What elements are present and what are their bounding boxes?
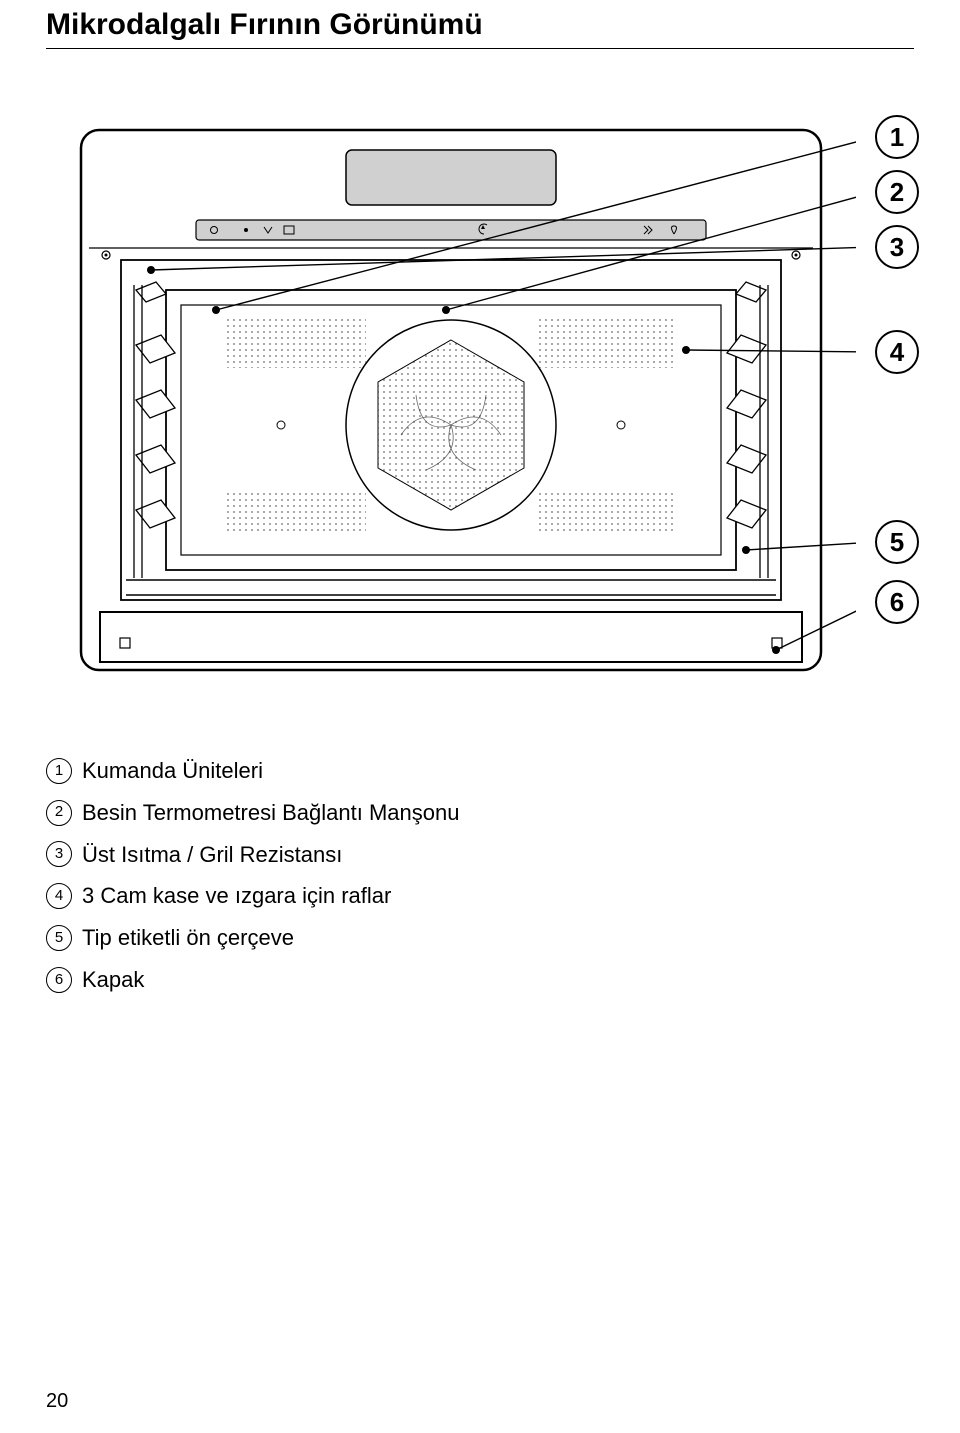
legend-text: 3 Cam kase ve ızgara için raflar: [82, 875, 391, 917]
oven-diagram-svg: [46, 90, 856, 710]
legend-row-3: 3 Üst Isıtma / Gril Rezistansı: [46, 834, 900, 876]
callout-bubble-2: 2: [875, 170, 919, 214]
legend-number: 1: [46, 758, 72, 784]
legend-row-2: 2 Besin Termometresi Bağlantı Manşonu: [46, 792, 900, 834]
legend-text: Kapak: [82, 959, 144, 1001]
callout-bubble-3: 3: [875, 225, 919, 269]
page-title: Mikrodalgalı Fırının Görünümü: [46, 8, 483, 42]
legend-text: Üst Isıtma / Gril Rezistansı: [82, 834, 342, 876]
legend-row-4: 4 3 Cam kase ve ızgara için raflar: [46, 875, 900, 917]
page-number: 20: [46, 1390, 68, 1413]
legend-text: Tip etiketli ön çerçeve: [82, 917, 294, 959]
oven-figure: [46, 90, 856, 710]
legend-number: 3: [46, 841, 72, 867]
legend-row-1: 1 Kumanda Üniteleri: [46, 750, 900, 792]
callout-bubble-6: 6: [875, 580, 919, 624]
legend-number: 5: [46, 925, 72, 951]
callout-bubble-5: 5: [875, 520, 919, 564]
legend-list: 1 Kumanda Üniteleri 2 Besin Termometresi Ba…: [46, 750, 900, 1001]
title-underline: [46, 48, 914, 49]
legend-text: Kumanda Üniteleri: [82, 750, 263, 792]
legend-row-5: 5 Tip etiketli ön çerçeve: [46, 917, 900, 959]
legend-number: 2: [46, 800, 72, 826]
legend-number: 4: [46, 883, 72, 909]
legend-text: Besin Termometresi Bağlantı Manşonu: [82, 792, 459, 834]
callout-bubble-4: 4: [875, 330, 919, 374]
callout-bubble-1: 1: [875, 115, 919, 159]
legend-number: 6: [46, 967, 72, 993]
legend-row-6: 6 Kapak: [46, 959, 900, 1001]
